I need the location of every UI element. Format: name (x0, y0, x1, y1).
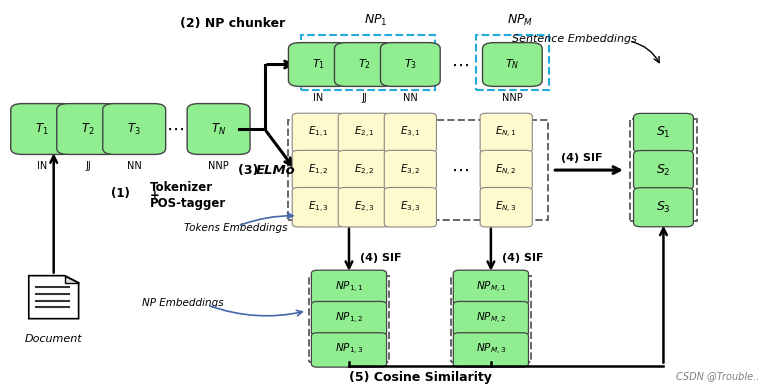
Text: $\it{E_{3,1}}$: $\it{E_{3,1}}$ (400, 126, 421, 140)
Text: Sentence Embeddings: Sentence Embeddings (512, 34, 637, 44)
Text: $\mathit{NP_M}$: $\mathit{NP_M}$ (507, 13, 533, 28)
FancyBboxPatch shape (338, 188, 390, 227)
Text: $\it{T_N}$: $\it{T_N}$ (505, 57, 519, 72)
Text: $\it{E_{1,1}}$: $\it{E_{1,1}}$ (308, 126, 329, 140)
Text: $\it{T_1}$: $\it{T_1}$ (312, 57, 324, 72)
Bar (301, 35, 435, 90)
Bar (288, 120, 548, 220)
Text: $\it{NP_{1,3}}$: $\it{NP_{1,3}}$ (334, 343, 364, 357)
FancyBboxPatch shape (384, 150, 436, 190)
FancyBboxPatch shape (311, 333, 387, 367)
Text: POS-tagger: POS-tagger (150, 197, 225, 210)
FancyBboxPatch shape (57, 104, 120, 154)
FancyBboxPatch shape (338, 113, 390, 152)
FancyBboxPatch shape (480, 188, 532, 227)
Text: $\it{NP_{M,3}}$: $\it{NP_{M,3}}$ (476, 343, 506, 357)
Bar (308, 276, 390, 362)
Text: $\it{T_2}$: $\it{T_2}$ (81, 122, 95, 136)
FancyBboxPatch shape (384, 188, 436, 227)
FancyBboxPatch shape (453, 301, 528, 336)
FancyBboxPatch shape (480, 150, 532, 190)
Text: $\it{T_3}$: $\it{T_3}$ (403, 57, 417, 72)
FancyBboxPatch shape (453, 270, 528, 305)
Text: $\it{NP_{M,2}}$: $\it{NP_{M,2}}$ (476, 311, 505, 326)
Text: $\it{T_N}$: $\it{T_N}$ (211, 122, 226, 136)
Text: $\it{E_{2,1}}$: $\it{E_{2,1}}$ (354, 126, 375, 140)
Text: NN: NN (403, 93, 418, 103)
FancyBboxPatch shape (103, 104, 166, 154)
Text: $\it{E_{3,2}}$: $\it{E_{3,2}}$ (400, 163, 421, 178)
Text: (2) NP chunker: (2) NP chunker (180, 17, 285, 30)
FancyBboxPatch shape (334, 43, 394, 86)
Bar (476, 35, 549, 90)
FancyBboxPatch shape (288, 43, 348, 86)
Text: $\it{E_{1,3}}$: $\it{E_{1,3}}$ (308, 200, 329, 215)
FancyBboxPatch shape (634, 151, 693, 190)
Text: (1): (1) (111, 187, 130, 200)
FancyBboxPatch shape (311, 301, 387, 336)
Text: (4) SIF: (4) SIF (561, 153, 603, 163)
Text: $\it{NP_{1,2}}$: $\it{NP_{1,2}}$ (335, 311, 363, 326)
Bar (630, 119, 697, 221)
Text: ELMo: ELMo (255, 163, 295, 177)
Text: $\it{S_1}$: $\it{S_1}$ (656, 126, 671, 140)
FancyBboxPatch shape (453, 333, 528, 367)
FancyBboxPatch shape (634, 188, 693, 227)
FancyBboxPatch shape (480, 113, 532, 152)
Bar (451, 276, 531, 362)
FancyBboxPatch shape (292, 150, 344, 190)
Text: $\it{E_{1,2}}$: $\it{E_{1,2}}$ (308, 163, 329, 178)
FancyBboxPatch shape (292, 188, 344, 227)
Text: (5) Cosine Similarity: (5) Cosine Similarity (349, 371, 492, 384)
FancyBboxPatch shape (187, 104, 250, 154)
Text: $\it{E_{N,1}}$: $\it{E_{N,1}}$ (495, 126, 517, 140)
Text: NNP: NNP (208, 161, 229, 171)
Text: $\cdots$: $\cdots$ (451, 161, 469, 179)
FancyBboxPatch shape (380, 43, 440, 86)
Text: $\cdots$: $\cdots$ (451, 56, 469, 74)
Text: (3): (3) (238, 163, 262, 177)
Text: (4) SIF: (4) SIF (502, 253, 544, 263)
Polygon shape (64, 276, 79, 283)
Text: JJ: JJ (361, 93, 367, 103)
Text: $\it{S_3}$: $\it{S_3}$ (656, 200, 671, 215)
Text: $\it{E_{3,3}}$: $\it{E_{3,3}}$ (400, 200, 421, 215)
Text: $\it{T_1}$: $\it{T_1}$ (35, 122, 49, 136)
Text: NNP: NNP (502, 93, 523, 103)
FancyBboxPatch shape (338, 150, 390, 190)
FancyBboxPatch shape (482, 43, 542, 86)
Text: $\it{E_{N,2}}$: $\it{E_{N,2}}$ (495, 163, 517, 178)
Text: $\it{T_3}$: $\it{T_3}$ (127, 122, 141, 136)
Text: (4) SIF: (4) SIF (360, 253, 402, 263)
FancyBboxPatch shape (292, 113, 344, 152)
Text: JJ: JJ (85, 161, 91, 171)
Text: $\it{T_2}$: $\it{T_2}$ (358, 57, 370, 72)
Text: $\it{S_2}$: $\it{S_2}$ (657, 163, 670, 178)
FancyBboxPatch shape (634, 113, 693, 152)
Text: +: + (150, 189, 160, 202)
Text: $\it{E_{2,3}}$: $\it{E_{2,3}}$ (354, 200, 375, 215)
FancyBboxPatch shape (11, 104, 74, 154)
Text: IN: IN (313, 93, 324, 103)
Text: Tokens Embeddings: Tokens Embeddings (184, 222, 288, 233)
Text: Document: Document (25, 334, 83, 344)
Text: IN: IN (37, 161, 48, 171)
Text: $\mathit{NP_1}$: $\mathit{NP_1}$ (364, 13, 387, 28)
Polygon shape (29, 276, 79, 319)
Text: $\it{E_{2,2}}$: $\it{E_{2,2}}$ (354, 163, 375, 178)
Text: NN: NN (127, 161, 142, 171)
Text: Tokenizer: Tokenizer (150, 181, 212, 194)
Text: $\it{NP_{1,1}}$: $\it{NP_{1,1}}$ (335, 280, 363, 295)
Text: CSDN @Trouble..: CSDN @Trouble.. (676, 371, 759, 381)
Text: $\it{E_{N,3}}$: $\it{E_{N,3}}$ (495, 200, 517, 215)
FancyBboxPatch shape (384, 113, 436, 152)
Text: $\cdots$: $\cdots$ (166, 120, 184, 138)
Text: $\it{NP_{M,1}}$: $\it{NP_{M,1}}$ (476, 280, 506, 295)
FancyBboxPatch shape (311, 270, 387, 305)
Text: NP Embeddings: NP Embeddings (142, 298, 223, 308)
